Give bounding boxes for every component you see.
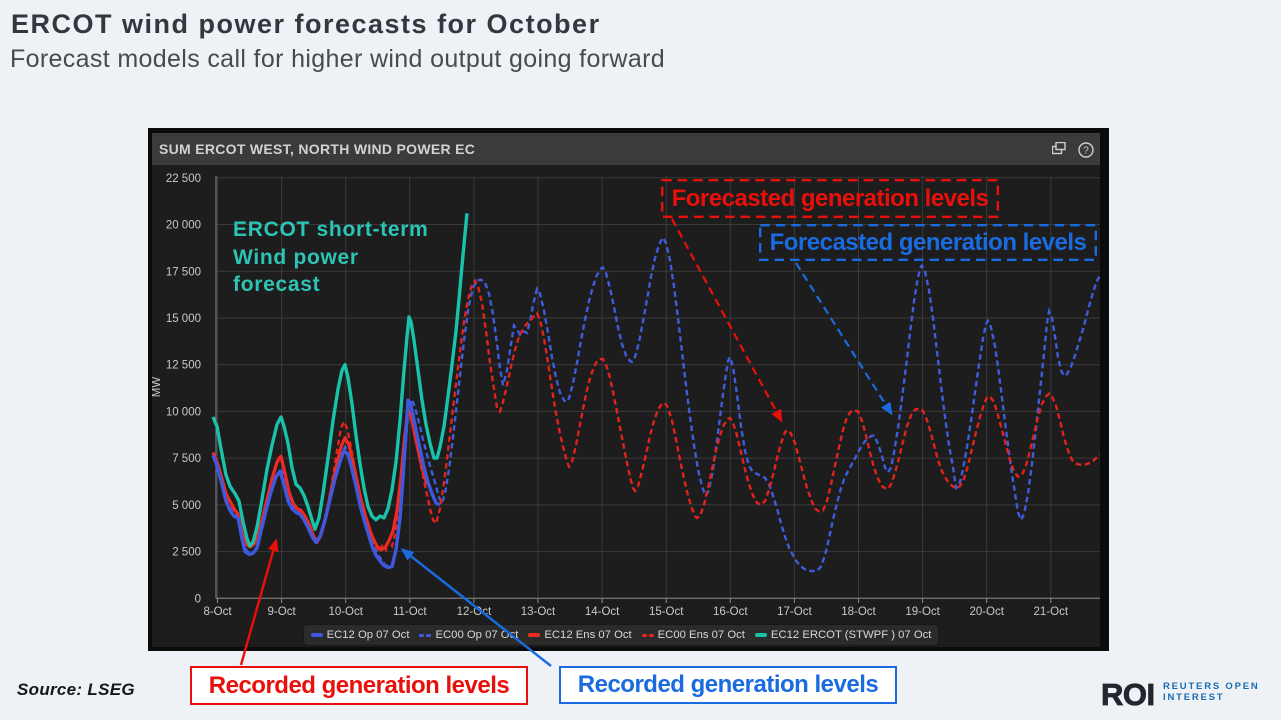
svg-text:7 500: 7 500 (172, 453, 201, 465)
svg-text:16-Oct: 16-Oct (713, 606, 748, 618)
svg-text:13-Oct: 13-Oct (521, 606, 556, 618)
svg-text:12 500: 12 500 (166, 360, 201, 372)
svg-text:8-Oct: 8-Oct (203, 606, 232, 618)
svg-text:MW: MW (152, 377, 163, 398)
svg-text:2 500: 2 500 (172, 547, 201, 559)
svg-text:17-Oct: 17-Oct (777, 606, 812, 618)
svg-text:?: ? (1083, 146, 1089, 157)
svg-text:18-Oct: 18-Oct (841, 606, 876, 618)
svg-text:20-Oct: 20-Oct (969, 606, 1004, 618)
svg-text:5 000: 5 000 (172, 500, 201, 512)
svg-text:10-Oct: 10-Oct (328, 606, 363, 618)
svg-text:15-Oct: 15-Oct (649, 606, 684, 618)
svg-text:20 000: 20 000 (166, 220, 201, 232)
svg-text:11-Oct: 11-Oct (393, 606, 427, 618)
svg-text:14-Oct: 14-Oct (585, 606, 620, 618)
svg-text:9-Oct: 9-Oct (268, 606, 297, 618)
svg-text:21-Oct: 21-Oct (1034, 606, 1069, 618)
svg-text:12-Oct: 12-Oct (457, 606, 492, 618)
svg-text:15 000: 15 000 (166, 313, 201, 325)
svg-text:17 500: 17 500 (166, 266, 201, 278)
svg-text:10 000: 10 000 (166, 406, 201, 418)
svg-text:22 500: 22 500 (166, 173, 201, 185)
svg-text:19-Oct: 19-Oct (905, 606, 940, 618)
svg-text:0: 0 (195, 593, 201, 605)
